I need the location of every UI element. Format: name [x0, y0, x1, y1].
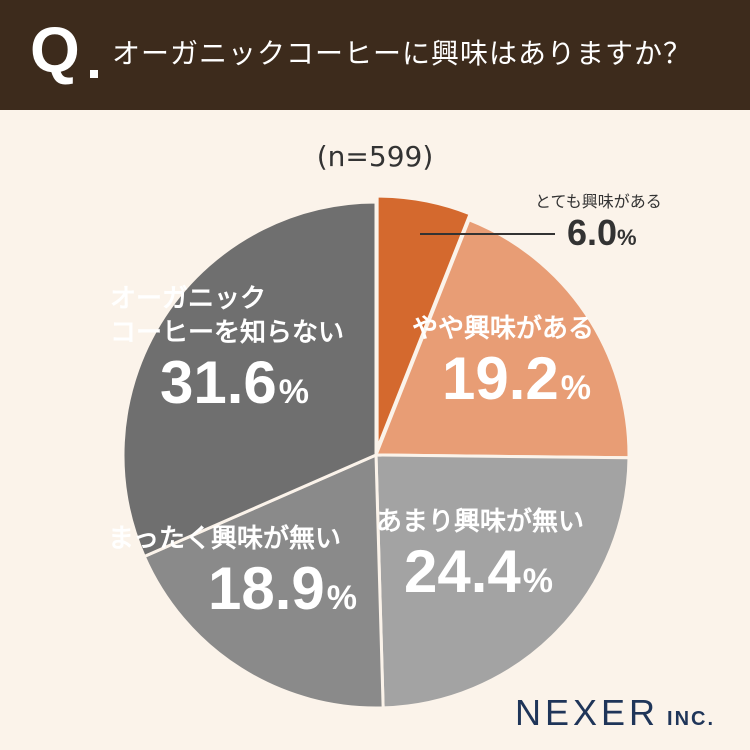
slice-label-very: とても興味がある: [535, 192, 662, 211]
question-title: オーガニックコーヒーに興味はありますか？: [112, 37, 693, 70]
nexer-logo: NEXER INC.: [515, 692, 715, 734]
sample-size: (n=599): [316, 140, 434, 173]
slice-value-notmuch: 24.4%: [404, 538, 554, 605]
logo-sub: INC.: [667, 708, 716, 730]
pie-slice-very: [375, 194, 473, 450]
label-none: まったく興味が無い 18.9%: [108, 522, 357, 631]
pie-slice-unaware: [121, 200, 378, 559]
header-bar: Q オーガニックコーヒーに興味はありますか？: [0, 0, 750, 110]
pie-slice-notmuch: [374, 453, 631, 710]
slice-value-none: 18.9%: [208, 555, 358, 622]
q-dot: [90, 70, 98, 78]
label-notmuch: あまり興味が無い 24.4%: [376, 505, 584, 614]
slice-value-unaware: 31.6%: [160, 349, 310, 416]
callout-very: とても興味がある 6.0%: [535, 188, 662, 254]
slice-label-somewhat: やや興味がある: [412, 314, 595, 344]
logo-main: NEXER: [515, 692, 660, 733]
slice-label-none: まったく興味が無い: [108, 524, 341, 554]
slice-value-somewhat: 19.2%: [442, 345, 592, 412]
slice-label-unaware-line2: コーヒーを知らない: [110, 318, 345, 348]
slice-label-unaware-line1: オーガニック: [110, 284, 267, 314]
label-unaware: オーガニック コーヒーを知らない 31.6%: [110, 282, 344, 425]
label-somewhat: やや興味がある 19.2%: [412, 312, 594, 421]
slice-value-very: 6.0%: [567, 212, 637, 253]
slice-label-notmuch: あまり興味が無い: [376, 507, 585, 537]
q-mark: Q: [30, 14, 80, 86]
pie-slice-none: [142, 452, 385, 710]
